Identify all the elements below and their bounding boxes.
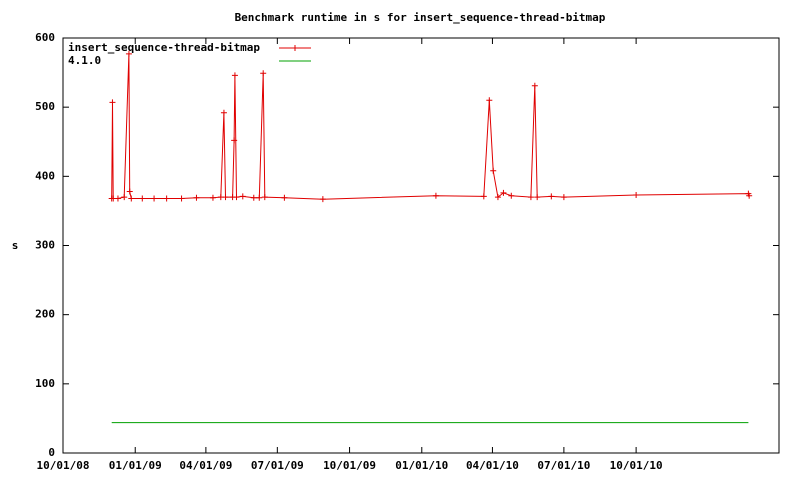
point-marker bbox=[256, 194, 263, 201]
point-marker bbox=[231, 72, 238, 79]
legend-label: insert_sequence-thread-bitmap bbox=[68, 41, 260, 54]
legend-marker bbox=[292, 45, 298, 51]
point-marker bbox=[114, 195, 121, 202]
point-marker bbox=[527, 194, 534, 201]
point-marker bbox=[178, 195, 185, 202]
point-marker bbox=[125, 50, 132, 57]
y-tick-label: 0 bbox=[48, 446, 55, 459]
x-tick-label: 04/01/10 bbox=[466, 459, 519, 472]
x-tick-label: 10/01/09 bbox=[323, 459, 376, 472]
point-marker bbox=[222, 194, 229, 201]
point-marker bbox=[633, 192, 640, 199]
point-marker bbox=[151, 195, 158, 202]
point-marker bbox=[163, 195, 170, 202]
y-tick-label: 300 bbox=[35, 239, 55, 252]
point-marker bbox=[126, 188, 133, 195]
y-axis-label: s bbox=[12, 239, 19, 252]
x-tick-label: 07/01/09 bbox=[251, 459, 304, 472]
y-tick-label: 200 bbox=[35, 308, 55, 321]
point-marker bbox=[231, 137, 238, 144]
point-marker bbox=[250, 194, 257, 201]
point-marker bbox=[560, 194, 567, 201]
series-line bbox=[111, 53, 750, 200]
point-marker bbox=[490, 167, 497, 174]
x-tick-label: 04/01/09 bbox=[179, 459, 232, 472]
point-marker bbox=[209, 194, 216, 201]
y-tick-label: 500 bbox=[35, 100, 55, 113]
x-tick-label: 10/01/10 bbox=[610, 459, 663, 472]
point-marker bbox=[233, 194, 240, 201]
x-tick-label: 10/01/08 bbox=[37, 459, 90, 472]
point-marker bbox=[260, 70, 267, 77]
point-marker bbox=[534, 194, 541, 201]
point-marker bbox=[548, 193, 555, 200]
point-marker bbox=[746, 192, 753, 199]
point-marker bbox=[109, 99, 116, 106]
legend-label: 4.1.0 bbox=[68, 54, 101, 67]
point-marker bbox=[121, 194, 128, 201]
point-marker bbox=[239, 193, 246, 200]
y-tick-label: 100 bbox=[35, 377, 55, 390]
point-marker bbox=[480, 193, 487, 200]
point-marker bbox=[500, 189, 507, 196]
point-marker bbox=[193, 194, 200, 201]
point-marker bbox=[220, 109, 227, 116]
point-marker bbox=[494, 194, 501, 201]
point-marker bbox=[531, 82, 538, 89]
x-tick-label: 07/01/10 bbox=[537, 459, 590, 472]
chart-title: Benchmark runtime in s for insert_sequen… bbox=[235, 11, 606, 24]
x-tick-label: 01/01/10 bbox=[395, 459, 448, 472]
point-marker bbox=[319, 196, 326, 203]
y-tick-label: 400 bbox=[35, 169, 55, 182]
point-marker bbox=[432, 192, 439, 199]
plot-frame bbox=[62, 37, 780, 454]
point-marker bbox=[508, 192, 515, 199]
point-marker bbox=[128, 195, 135, 202]
point-marker bbox=[281, 194, 288, 201]
x-tick-label: 01/01/09 bbox=[109, 459, 162, 472]
point-marker bbox=[139, 195, 146, 202]
y-tick-label: 600 bbox=[35, 31, 55, 44]
point-marker bbox=[486, 97, 493, 104]
point-marker bbox=[261, 194, 268, 201]
